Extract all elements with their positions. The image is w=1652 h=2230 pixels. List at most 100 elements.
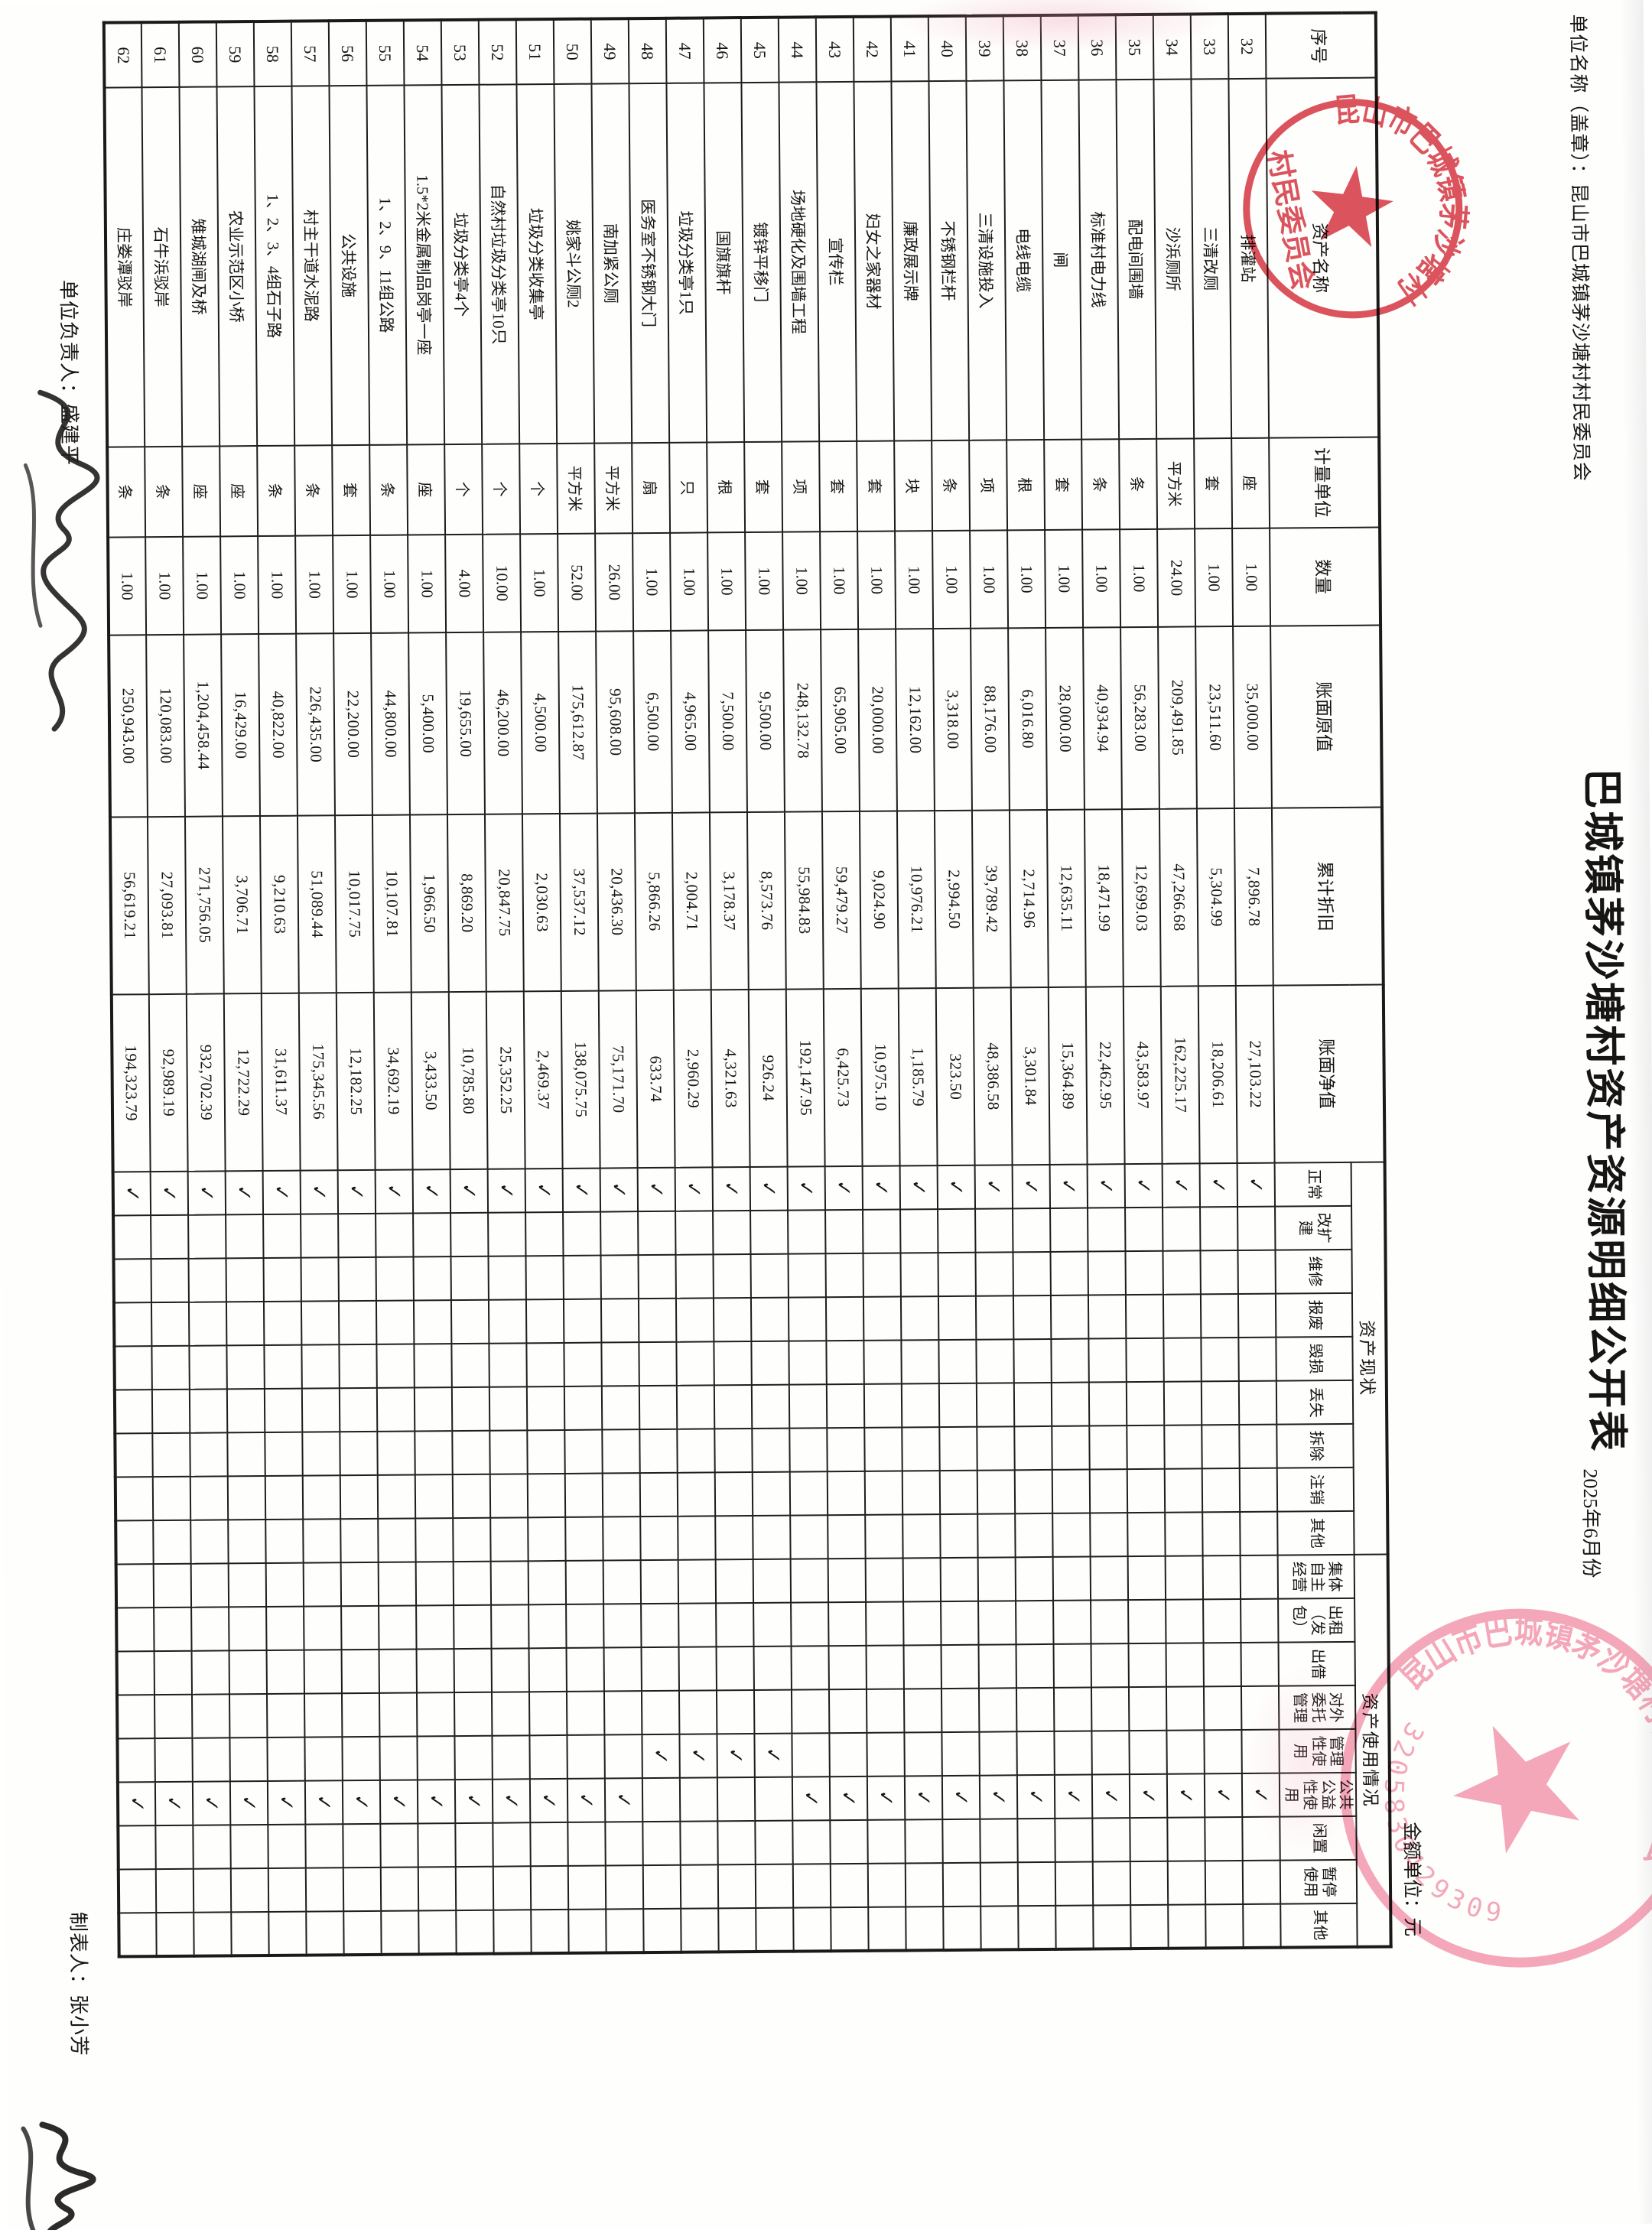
group-asset-usage: 资产使用情况	[1354, 1554, 1391, 1947]
cell-flag-注销	[227, 1476, 266, 1520]
cell-flag-其他	[265, 1519, 304, 1564]
cell-no: 54	[403, 20, 442, 86]
cell-flag-公共公益性使用: ✓	[1054, 1774, 1093, 1819]
cell-flag-管理性使用	[1129, 1730, 1167, 1775]
cell-flag-出借	[641, 1646, 679, 1692]
subcol-1-1: 出租（发包）	[1278, 1598, 1355, 1643]
cell-flag-改扩建	[675, 1211, 714, 1255]
cell-flag-报废	[1237, 1293, 1276, 1338]
cell-no: 33	[1190, 14, 1229, 80]
cell-flag-丢失	[414, 1387, 453, 1432]
cell-net-value: 175,345.56	[298, 993, 338, 1171]
cell-flag-暂停使用	[867, 1863, 906, 1907]
cell-flag-对外委托管理	[1203, 1686, 1242, 1731]
cell-flag-维修	[113, 1259, 151, 1303]
cell-flag-改扩建	[376, 1213, 414, 1257]
cell-flag-公共公益性使用: ✓	[1091, 1774, 1130, 1819]
cell-flag-正常: ✓	[225, 1171, 264, 1215]
cell-unit: 套	[744, 441, 783, 533]
cell-flag-拆除	[827, 1427, 865, 1472]
cell-flag-维修	[675, 1254, 714, 1299]
cell-net-value: 633.74	[636, 990, 675, 1169]
cell-flag-维修	[151, 1258, 189, 1303]
cell-flag-丢失	[1088, 1382, 1127, 1426]
cell-net-value: 22,462.95	[1085, 987, 1125, 1165]
cell-flag-注销	[902, 1471, 941, 1515]
cell-flag-丢失	[789, 1384, 828, 1429]
cell-no: 32	[1228, 13, 1267, 80]
cell-flag-报废	[1163, 1294, 1202, 1338]
cell-flag-暂停使用	[1242, 1860, 1281, 1904]
cell-flag-集体自主经营	[902, 1558, 941, 1602]
cell-flag-出租（发包）	[1128, 1599, 1166, 1644]
cell-flag-正常: ✓	[300, 1170, 339, 1214]
cell-flag-其他	[528, 1516, 566, 1562]
cell-flag-其他	[156, 1912, 194, 1957]
cell-flag-报废	[563, 1299, 602, 1343]
cell-flag-拆除	[452, 1430, 490, 1475]
cell-unit: 条	[107, 447, 146, 538]
cell-flag-毁损	[1051, 1338, 1089, 1383]
cell-flag-闲置	[980, 1819, 1018, 1863]
cell-flag-管理性使用	[492, 1735, 530, 1780]
cell-qty: 1.00	[670, 532, 709, 631]
cell-flag-其他	[415, 1518, 454, 1562]
cell-flag-公共公益性使用	[754, 1777, 793, 1821]
cell-flag-出借	[1053, 1643, 1091, 1688]
cell-flag-闲置	[830, 1819, 868, 1864]
cell-flag-维修	[488, 1256, 526, 1300]
cell-original-value: 19,655.00	[446, 632, 485, 815]
cell-flag-毁损	[564, 1342, 602, 1386]
cell-flag-丢失	[1163, 1381, 1202, 1425]
cell-flag-其他	[1090, 1513, 1128, 1557]
cell-flag-注销	[152, 1476, 191, 1521]
cell-flag-出租（发包）	[1053, 1600, 1091, 1644]
cell-qty: 1.00	[970, 530, 1009, 629]
cell-flag-管理性使用	[1091, 1731, 1130, 1775]
cell-asset-name: 雉城湖闸及桥	[179, 86, 220, 447]
cell-flag-对外委托管理	[491, 1692, 530, 1736]
cell-flag-拆除	[265, 1432, 303, 1477]
cell-flag-报废	[113, 1302, 152, 1347]
cell-depreciation: 10,017.75	[334, 814, 374, 993]
cell-flag-其他	[980, 1906, 1019, 1950]
cell-flag-毁损	[114, 1346, 152, 1390]
cell-no: 39	[965, 15, 1004, 81]
cell-flag-改扩建	[151, 1214, 189, 1260]
cell-flag-对外委托管理	[266, 1693, 305, 1738]
cell-flag-改扩建	[488, 1212, 526, 1256]
cell-no: 38	[1003, 15, 1042, 81]
cell-flag-其他	[940, 1513, 978, 1559]
cell-flag-维修	[338, 1256, 376, 1302]
cell-asset-name: 垃圾分类亭1只	[666, 83, 707, 443]
cell-net-value: 12,182.25	[336, 992, 376, 1171]
cell-asset-name: 闸	[1041, 80, 1082, 440]
cell-flag-出借	[903, 1645, 941, 1689]
subcol-0-6: 拆除	[1276, 1423, 1354, 1468]
cell-flag-出借	[154, 1650, 192, 1695]
cell-flag-暂停使用	[380, 1867, 419, 1911]
cell-flag-报废	[638, 1298, 677, 1343]
cell-unit: 只	[669, 442, 708, 533]
cell-flag-暂停使用	[980, 1862, 1019, 1907]
cell-flag-集体自主经营	[490, 1561, 529, 1605]
cell-net-value: 43,583.97	[1123, 986, 1163, 1165]
cell-flag-暂停使用	[905, 1863, 944, 1907]
cell-flag-拆除	[1052, 1425, 1090, 1470]
cell-flag-管理性使用: ✓	[679, 1734, 717, 1778]
cell-qty: 1.00	[1045, 529, 1084, 628]
cell-flag-注销	[939, 1470, 978, 1515]
cell-flag-丢失	[601, 1386, 640, 1430]
cell-flag-注销	[677, 1472, 716, 1516]
cell-qty: 1.00	[145, 536, 184, 636]
cell-flag-公共公益性使用: ✓	[1204, 1773, 1243, 1818]
cell-flag-维修	[301, 1257, 339, 1302]
cell-flag-其他	[868, 1907, 906, 1951]
cell-flag-集体自主经营	[565, 1560, 604, 1604]
cell-flag-集体自主经营	[940, 1557, 979, 1602]
cell-net-value: 3,301.84	[1010, 987, 1050, 1165]
cell-flag-其他	[303, 1519, 341, 1563]
cell-no: 56	[328, 20, 367, 86]
cell-flag-闲置	[567, 1822, 606, 1866]
cell-flag-正常: ✓	[375, 1169, 414, 1214]
